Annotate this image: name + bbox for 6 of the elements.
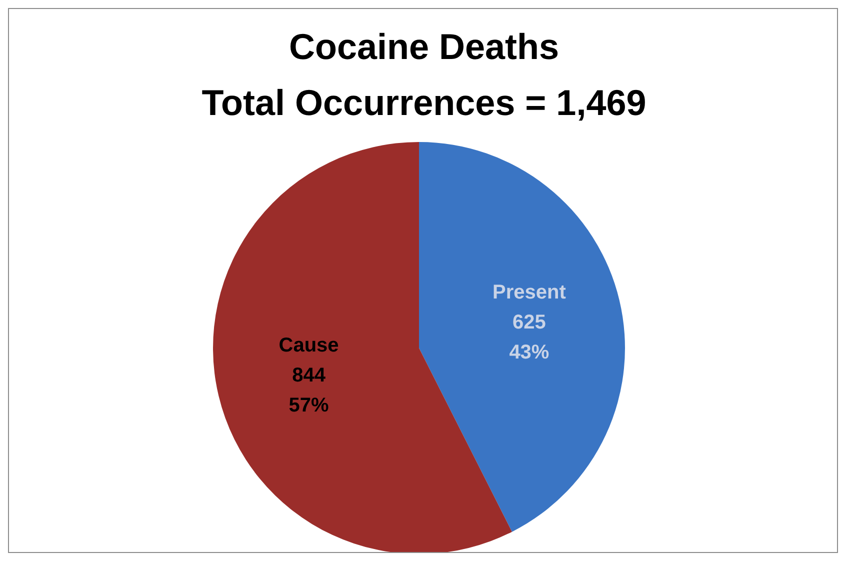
slice-label: Present	[492, 282, 566, 304]
data-label: 625 43%	[509, 312, 550, 364]
chart-title: Cocaine Deaths Total Occurrences = 1,469	[202, 26, 646, 123]
pie-slice	[419, 142, 625, 532]
data-label: 844 57%	[288, 364, 330, 416]
slice-label: Cause	[278, 334, 339, 356]
